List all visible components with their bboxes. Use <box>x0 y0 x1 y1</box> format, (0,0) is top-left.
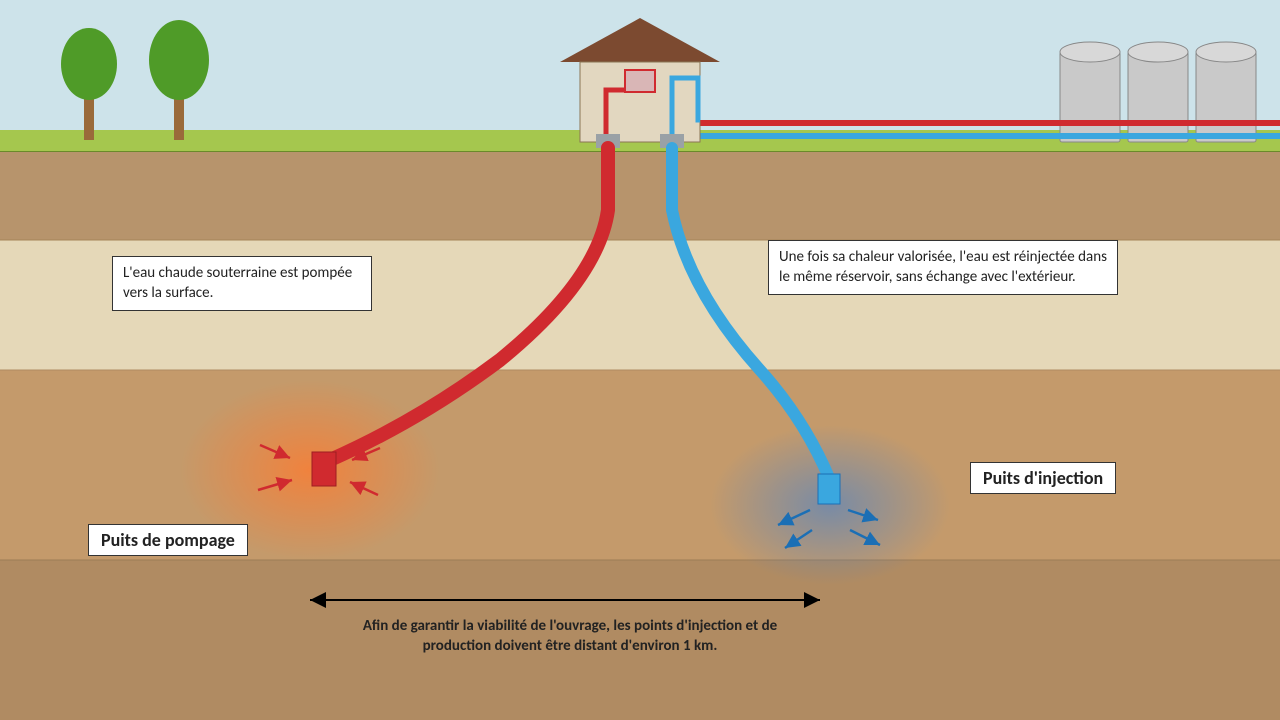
distance-note: Afin de garantir la viabilité de l'ouvra… <box>340 616 800 657</box>
cold-description-box: Une fois sa chaleur valorisée, l'eau est… <box>768 240 1118 295</box>
cold-reservoir-glow <box>710 425 950 585</box>
geothermal-diagram <box>0 0 1280 720</box>
injection-well-label: Puits d'injection <box>970 462 1116 494</box>
cold-well-head <box>818 474 840 504</box>
cold-description-text: Une fois sa chaleur valorisée, l'eau est… <box>779 248 1107 286</box>
hot-description-text: L'eau chaude souterraine est pompée vers… <box>123 264 352 302</box>
pump-well-label: Puits de pompage <box>88 524 248 556</box>
storage-tanks-icon <box>1060 42 1256 142</box>
hot-description-box: L'eau chaude souterraine est pompée vers… <box>112 256 372 311</box>
hot-well-head <box>312 452 336 486</box>
soil-layer-1 <box>0 152 1280 240</box>
